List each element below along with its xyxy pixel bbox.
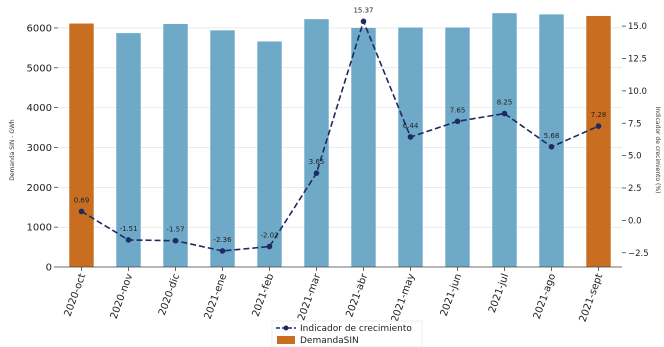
legend-bar-swatch xyxy=(277,336,295,344)
right-tick-label: 0.0 xyxy=(628,216,642,226)
left-tick-label: 4000 xyxy=(27,103,52,114)
growth-point xyxy=(454,118,461,125)
legend: Indicador de crecimiento DemandaSIN xyxy=(271,320,423,347)
x-tick-label: 2021-ago xyxy=(532,272,559,321)
x-tick-label: 2021-jul xyxy=(487,272,511,314)
x-tick-label: 2021-ene xyxy=(203,272,230,321)
growth-point xyxy=(78,208,85,215)
bar-2021-mar xyxy=(304,19,329,268)
left-tick-label: 1000 xyxy=(27,223,52,234)
legend-bar-label: DemandaSIN xyxy=(300,336,359,346)
growth-data-label: 7.65 xyxy=(450,106,466,114)
left-tick-label: 5000 xyxy=(27,63,52,74)
legend-box xyxy=(271,320,423,347)
right-tick-label: −2.5 xyxy=(628,249,649,259)
growth-data-label: -1.51 xyxy=(119,225,137,233)
growth-point xyxy=(548,144,555,150)
growth-data-label: 0.69 xyxy=(74,196,90,204)
x-tick-label: 2021-sept xyxy=(578,272,606,323)
right-tick-label: 15.0 xyxy=(628,22,647,32)
growth-point xyxy=(219,248,226,254)
bar-2021-jul xyxy=(492,13,517,268)
growth-point xyxy=(125,237,132,243)
legend-line-label: Indicador de crecimiento xyxy=(300,324,412,334)
growth-point xyxy=(595,123,602,129)
bar-2020-nov xyxy=(116,33,141,268)
growth-data-label: 15.37 xyxy=(353,6,373,14)
bar-2021-jun xyxy=(445,27,470,268)
left-tick-label: 2000 xyxy=(27,183,52,194)
bar-2021-may xyxy=(398,27,423,268)
growth-point xyxy=(501,110,508,117)
bar-2021-abr xyxy=(351,27,376,267)
right-tick-label: 12.5 xyxy=(628,55,647,65)
right-axis-title: Indicador de crecimiento (%) xyxy=(654,107,661,194)
grid-lines xyxy=(58,27,622,268)
growth-point xyxy=(172,237,179,244)
left-y-axis: 0 1000 2000 3000 4000 5000 6000 xyxy=(27,23,58,274)
x-tick-label: 2021-mar xyxy=(296,271,323,322)
right-y-axis: −2.5 0.0 2.5 5.0 7.5 10.0 12.5 15.0 xyxy=(622,22,649,259)
growth-point xyxy=(407,134,414,140)
left-tick-label: 3000 xyxy=(27,143,52,154)
left-tick-label: 6000 xyxy=(27,23,52,34)
bar-2021-ene xyxy=(210,30,235,268)
left-axis-title: Demanda SIN - GWh xyxy=(9,119,16,181)
x-tick-label: 2021-abr xyxy=(344,271,370,318)
right-tick-label: 2.5 xyxy=(628,184,642,194)
right-tick-label: 10.0 xyxy=(628,87,647,97)
growth-data-label: -2.02 xyxy=(260,232,278,240)
bar-2020-oct xyxy=(69,23,94,267)
growth-data-label: 3.65 xyxy=(309,158,325,166)
bar-2020-dic xyxy=(163,23,188,267)
growth-line xyxy=(81,18,599,252)
growth-data-label: 5.68 xyxy=(544,132,560,140)
x-tick-label: 2021-jun xyxy=(439,272,465,318)
growth-point xyxy=(266,243,273,250)
bar-2021-sept xyxy=(586,15,611,267)
x-tick-label: 2020-dic xyxy=(157,272,182,317)
right-tick-label: 7.5 xyxy=(628,119,642,129)
growth-line-series: 0.69 -1.51 -1.57 -2.36 -2.02 3.65 15.37 6.44 7.6… xyxy=(74,6,607,254)
growth-data-label: -2.36 xyxy=(213,236,232,244)
left-tick-label: 0 xyxy=(46,263,52,274)
growth-point xyxy=(360,18,367,25)
bar-series xyxy=(69,13,611,268)
x-tick-label: 2020-oct xyxy=(63,272,89,318)
x-tick-label: 2020-nov xyxy=(109,272,136,320)
growth-point xyxy=(313,170,320,176)
x-tick-label: 2021-may xyxy=(390,272,418,324)
x-tick-label: 2021-feb xyxy=(251,272,277,318)
right-tick-label: 5.0 xyxy=(628,152,642,162)
growth-data-label: 6.44 xyxy=(403,122,419,130)
growth-data-label: -1.57 xyxy=(166,226,184,234)
legend-line-marker xyxy=(283,325,289,331)
bar-2021-feb xyxy=(257,41,282,268)
growth-data-label: 7.28 xyxy=(591,111,607,119)
x-axis: 2020-oct 2020-nov 2020-dic 2021-ene 2021-feb… xyxy=(58,266,622,324)
growth-data-label: 8.25 xyxy=(497,99,513,107)
